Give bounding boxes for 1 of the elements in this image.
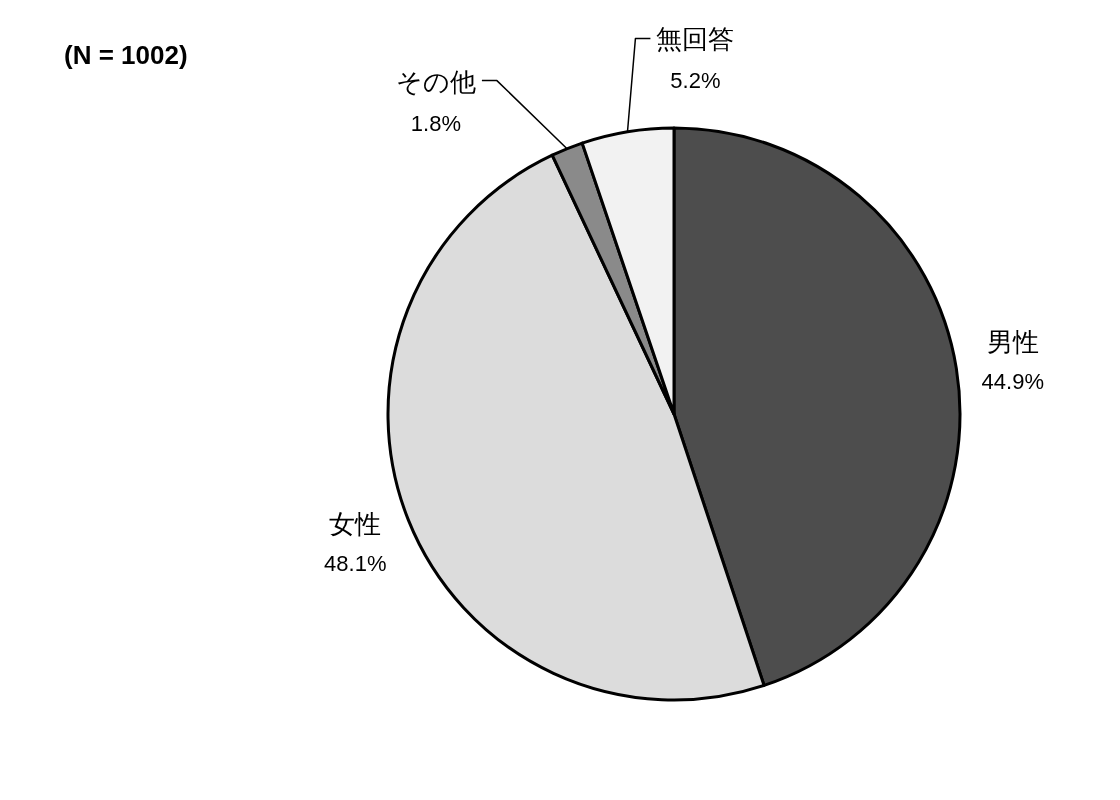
title: (N = 1002)	[64, 40, 188, 70]
